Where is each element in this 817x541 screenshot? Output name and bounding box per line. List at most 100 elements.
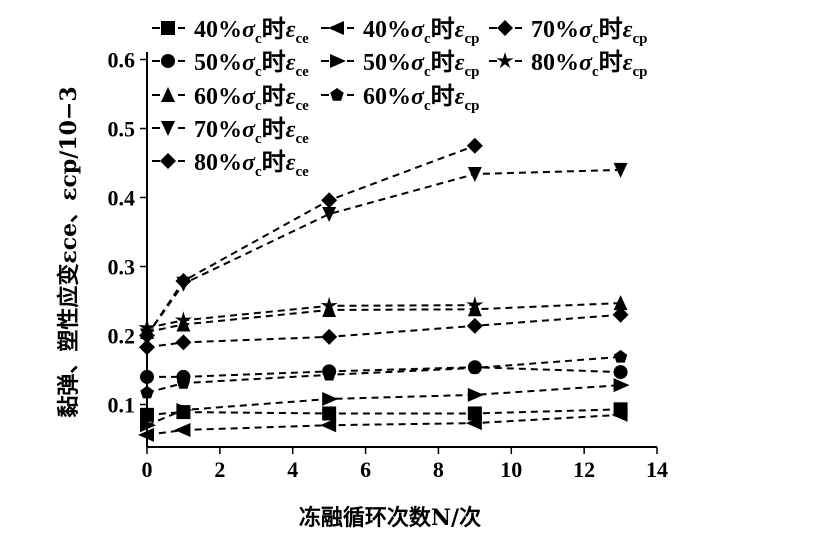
data-point-star (320, 296, 338, 314)
data-point-diamond (321, 328, 338, 345)
data-point-triangle-down (613, 162, 628, 178)
series-line (146, 408, 621, 416)
data-point-triangle-down (467, 167, 482, 183)
series-70pct-cp (139, 306, 629, 356)
x-tick-label: 6 (360, 457, 371, 482)
data-point-star (138, 318, 156, 336)
series-60pct-ce (140, 295, 628, 340)
data-point-triangle-left (320, 418, 337, 433)
x-tick-label: 12 (573, 457, 595, 482)
data-point-triangle-right (467, 387, 484, 402)
legend-item: 80%σc时εce (152, 149, 309, 180)
series-line (146, 144, 476, 337)
data-point-triangle-up (176, 316, 191, 332)
data-point-triangle-down (322, 207, 337, 223)
x-tick-label: 8 (433, 457, 444, 482)
x-tick-label: 10 (500, 457, 522, 482)
data-point-triangle-left (611, 407, 628, 422)
data-point-diamond (139, 339, 155, 356)
data-point-triangle-up (322, 301, 337, 317)
data-point-triangle-left (138, 427, 154, 442)
x-tick-label: 4 (287, 457, 298, 482)
series-40pct-ce (140, 402, 628, 422)
data-point-circle (613, 365, 628, 380)
data-point-triangle-up (467, 301, 482, 317)
y-axis-title: 黏弹、塑性应变εce、εcp/10−3 (56, 86, 82, 417)
data-point-star (174, 311, 192, 328)
data-point-diamond (321, 192, 338, 209)
data-point-pentagon (322, 367, 336, 381)
data-point-diamond (139, 327, 155, 344)
legend-item: 80%σc时εcp (489, 49, 647, 80)
series-50pct-cp (140, 378, 630, 433)
data-point-triangle-right (176, 403, 193, 418)
legend-label: 40%σc时εce (194, 16, 309, 47)
data-point-star (466, 296, 484, 313)
legend-label: 40%σc时εcp (363, 16, 479, 47)
y-tick-label: 0.6 (108, 48, 136, 73)
legend-label: 50%σc时εce (194, 49, 309, 80)
legend-item: 40%σc时εcp (321, 16, 479, 47)
x-axis-title: 冻融循环次数N/次 (299, 505, 481, 531)
data-point-triangle-right (613, 378, 630, 393)
data-point-square (322, 406, 337, 421)
series-line (146, 384, 621, 427)
data-point-circle (140, 369, 154, 384)
data-point-diamond (466, 317, 483, 334)
x-tick-label: 0 (142, 457, 153, 482)
data-point-diamond (175, 334, 192, 351)
series-line (146, 313, 621, 349)
legend-item: 70%σc时εce (152, 116, 309, 147)
data-point-pentagon (140, 385, 154, 399)
series-line (146, 168, 621, 337)
legend-item: 60%σc时εce (152, 83, 309, 114)
legend-marker-diamond (497, 20, 513, 36)
series-line (146, 302, 621, 334)
legend-item: 60%σc时εcp (321, 83, 479, 114)
x-tick-label: 14 (646, 457, 668, 482)
data-point-diamond (466, 137, 483, 154)
legend-marker-triangle-left (328, 21, 344, 35)
series-line (146, 304, 475, 329)
legend-item: 50%σc时εcp (321, 49, 479, 80)
y-tick-label: 0.5 (108, 117, 136, 142)
series-lines (138, 137, 630, 442)
data-point-pentagon (468, 360, 482, 374)
data-point-triangle-left (465, 416, 482, 431)
legend-item: 50%σc时εce (152, 49, 309, 80)
legend-marker-pentagon (330, 88, 344, 101)
data-point-pentagon (613, 349, 628, 363)
data-point-triangle-left (174, 423, 191, 438)
axes: 0 2 4 6 8 10 12 14 0.1 0.2 0.3 0.4 0.5 0.6 (108, 48, 669, 483)
legend-marker-triangle-right (330, 54, 346, 68)
legend-label: 80%σc时εcp (531, 49, 647, 80)
data-point-triangle-right (322, 391, 339, 406)
data-point-square (140, 407, 154, 422)
legend-marker-square (161, 21, 175, 35)
data-point-square (467, 406, 482, 421)
legend-item: 70%σc时εcp (489, 16, 647, 47)
data-point-diamond (612, 306, 629, 323)
series-80pct-ce (139, 137, 483, 344)
series-line (147, 366, 621, 378)
legend-label: 60%σc时εcp (363, 83, 479, 114)
series-line (146, 413, 621, 436)
y-tick-label: 0.2 (108, 324, 136, 349)
y-tick-label: 0.3 (108, 255, 136, 280)
legend-label: 70%σc时εcp (531, 16, 647, 47)
data-point-diamond (175, 272, 192, 289)
legend-marker-circle (161, 54, 175, 68)
legend-item: 40%σc时εce (152, 16, 309, 47)
data-point-triangle-up (613, 295, 628, 311)
series-60pct-cp (140, 349, 628, 399)
legend-marker-star (496, 52, 514, 69)
series-line (146, 355, 621, 394)
data-point-pentagon (176, 376, 191, 389)
data-point-triangle-right (140, 418, 156, 433)
legend-marker-triangle-up (161, 87, 175, 102)
y-tick-label: 0.1 (108, 393, 136, 418)
series-50pct-ce (140, 360, 628, 384)
y-tick-label: 0.4 (108, 186, 136, 211)
legend-label: 60%σc时εce (194, 83, 309, 114)
